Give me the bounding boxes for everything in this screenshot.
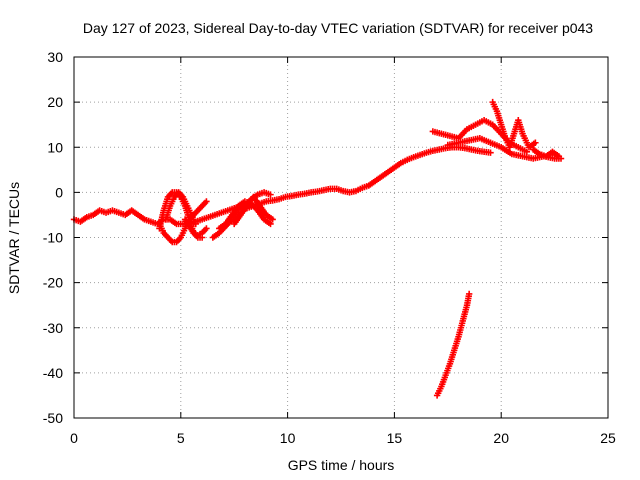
y-tick-label: 0 <box>55 184 63 200</box>
x-tick-label: 5 <box>177 430 185 446</box>
sdtvar-sharp-descent <box>433 290 473 399</box>
sdtvar-morning-loop-d <box>181 216 210 239</box>
x-tick-label: 20 <box>493 430 509 446</box>
y-axis-label: SDTVAR / TECUs <box>6 182 22 294</box>
data-point <box>465 290 473 298</box>
y-tick-label: 30 <box>47 49 63 65</box>
data-point <box>555 153 563 160</box>
x-tick-label: 25 <box>600 430 616 446</box>
x-tick-label: 10 <box>280 430 296 446</box>
chart-title: Day 127 of 2023, Sidereal Day-to-day VTE… <box>83 20 593 36</box>
data-point <box>203 198 210 205</box>
y-tick-label: 10 <box>47 139 63 155</box>
data-point <box>523 148 531 155</box>
sdtvar-evening-mid <box>444 135 565 162</box>
sdtvar-morning-loop-c <box>162 189 199 228</box>
y-tick-label: -40 <box>43 365 63 381</box>
data-point <box>267 220 274 228</box>
sdtvar-mid-cross-b <box>216 198 274 232</box>
data-point <box>192 220 199 228</box>
sdtvar-evening-spike <box>489 98 539 151</box>
y-tick-label: -50 <box>43 410 63 426</box>
x-tick-label: 15 <box>387 430 403 446</box>
y-tick-label: -20 <box>43 275 63 291</box>
data-point <box>532 139 539 146</box>
data-point <box>487 149 494 156</box>
axis-ticks: 0 5 10 15 20 25 -50 -40 -30 -20 -10 0 10 20 30 <box>43 49 616 446</box>
sdtvar-mid-cross-c <box>231 193 276 228</box>
y-tick-label: -10 <box>43 230 63 246</box>
y-tick-label: -30 <box>43 320 63 336</box>
data-point <box>203 225 210 232</box>
x-axis-label: GPS time / hours <box>288 457 395 473</box>
data-points <box>70 98 565 399</box>
data-point <box>269 216 276 223</box>
x-tick-label: 0 <box>70 430 78 446</box>
sdtvar-morning-loop-b <box>156 198 210 246</box>
grid-lines <box>74 57 608 418</box>
sdtvar-evening-tail <box>530 146 563 160</box>
y-tick-label: 20 <box>47 94 63 110</box>
data-point <box>267 191 274 198</box>
